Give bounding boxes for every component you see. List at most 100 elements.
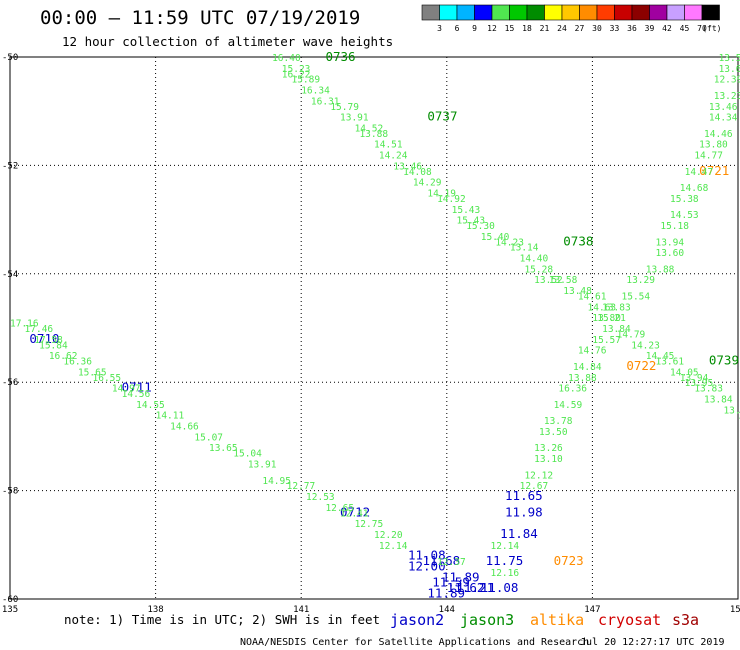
swh-value: 13.78 <box>544 416 573 427</box>
legend-tick-label: 27 <box>575 24 585 33</box>
swh-value: 13.60 <box>655 248 684 259</box>
swh-value: 15.43 <box>452 205 481 216</box>
swh-value: 15.84 <box>39 340 68 351</box>
swh-value: 12.12 <box>524 470 553 481</box>
swh-value: 16.31 <box>311 96 340 107</box>
legend-swatch <box>561 4 580 21</box>
y-tick-label: -58 <box>2 487 18 497</box>
swh-value: 13.58 <box>549 275 578 286</box>
swh-value: 15.40 <box>481 232 510 243</box>
pass-time-label: 11.68 <box>423 553 461 568</box>
swh-value: 13.46 <box>709 102 738 113</box>
swh-value: 14.63 <box>588 302 617 313</box>
legend-unit: (ft) <box>702 24 721 33</box>
swh-value: 13.10 <box>534 454 563 465</box>
swh-value: 13.84 <box>602 324 631 335</box>
swh-value: 13.84 <box>704 394 733 405</box>
y-tick-label: -52 <box>2 161 18 171</box>
swh-value: 14.46 <box>704 129 733 140</box>
chart-subtitle: 12 hour collection of altimeter wave hei… <box>62 34 393 49</box>
swh-value-labels: 07100711071211.0811.6812.0011.8911.5911.… <box>10 49 740 601</box>
legend-tick-label: 39 <box>645 24 655 33</box>
legend-swatch <box>701 4 720 21</box>
swh-value: 14.79 <box>617 329 646 340</box>
satellite-legend: jason2 jason3 altika cryosat s3a <box>390 611 699 629</box>
pass-time-label: 11.75 <box>486 553 524 568</box>
swh-value: 14.95 <box>262 476 291 487</box>
swh-value: 16.22 <box>282 69 311 80</box>
legend-tick-label: 6 <box>455 24 460 33</box>
swh-value: 12.67 <box>520 481 549 492</box>
swh-value: 14.59 <box>554 400 583 411</box>
swh-value: 13.88 <box>359 129 388 140</box>
legend-swatch <box>666 4 685 21</box>
x-tick-label: 141 <box>293 605 309 615</box>
legend-swatch <box>491 4 510 21</box>
swh-value: 14.68 <box>680 183 709 194</box>
swh-value: 15.18 <box>660 221 689 232</box>
y-tick-label: -56 <box>2 378 18 388</box>
legend-swatch <box>596 4 615 21</box>
swh-value: 14.53 <box>670 210 699 221</box>
pass-time-label: 11.89 <box>427 586 465 601</box>
swh-value: 13.26 <box>534 443 563 454</box>
swh-value: 13.61 <box>655 357 684 368</box>
swh-value: 14.51 <box>374 140 403 151</box>
pass-time-label: 0736 <box>325 49 355 64</box>
legend-tick-label: 70 <box>697 24 707 33</box>
swh-value: 14.23 <box>495 237 524 248</box>
swh-value: 16.40 <box>272 53 301 64</box>
swh-value: 17.46 <box>25 324 54 335</box>
legend-swatch <box>474 4 493 21</box>
swh-value: 12.39 <box>714 75 740 86</box>
legend-tick-label: 18 <box>522 24 532 33</box>
pass-time-label: 0723 <box>554 553 584 568</box>
legend-tick-label: 42 <box>662 24 672 33</box>
swh-value: 15.89 <box>291 75 320 86</box>
swh-value: 13.52 <box>534 275 563 286</box>
legend-tick-label: 30 <box>592 24 602 33</box>
swh-value: 12.41 <box>340 508 369 519</box>
swh-value: 12.53 <box>306 492 335 503</box>
legend-tick-label: 33 <box>610 24 620 33</box>
note-text: note: 1) Time is in UTC; 2) SWH is in fe… <box>64 612 380 627</box>
satellite-name: jason3 <box>460 611 514 629</box>
legend-tick-label: 15 <box>505 24 515 33</box>
swh-value: 13.52 <box>719 53 740 64</box>
swh-value: 14.52 <box>355 123 384 134</box>
swh-value: 13.91 <box>248 460 277 471</box>
swh-value: 12.65 <box>325 503 354 514</box>
satellite-name: altika <box>530 611 584 629</box>
legend-tick-label: 45 <box>680 24 690 33</box>
legend-tick-label: 36 <box>627 24 637 33</box>
swh-value: 13.23 <box>714 91 740 102</box>
y-axis-ticks: -50 -52 -54 -56 -58 -60 <box>2 53 18 605</box>
swh-value: 15.21 <box>597 313 626 324</box>
footer-timestamp: Jul 20 12:27:17 UTC 2019 <box>580 637 725 648</box>
swh-value: 13.88 <box>568 373 597 384</box>
swh-value: 15.28 <box>524 264 553 275</box>
swh-value: 12.16 <box>490 568 519 579</box>
swh-value: 14.66 <box>170 422 199 433</box>
chart-title: 00:00 – 11:59 UTC 07/19/2019 <box>40 7 360 29</box>
swh-value: 17.58 <box>34 335 63 346</box>
swh-value: 16.36 <box>558 384 587 395</box>
pass-time-label: 0721 <box>699 163 729 178</box>
x-tick-label: 144 <box>439 605 455 615</box>
swh-value: 14.29 <box>413 178 442 189</box>
pass-time-label: 11.08 <box>481 580 519 595</box>
swh-value: 15.57 <box>592 335 621 346</box>
pass-time-label: 11.84 <box>500 526 538 541</box>
pass-time-label: 0722 <box>626 358 656 373</box>
swh-value: 13.83 <box>602 302 631 313</box>
legend-swatch <box>456 4 475 21</box>
swh-value: 15.38 <box>670 194 699 205</box>
satellite-name: s3a <box>672 611 699 629</box>
swh-value: 13.80 <box>592 313 621 324</box>
swh-value: 14.08 <box>403 167 432 178</box>
footer-credit: NOAA/NESDIS Center for Satellite Applica… <box>240 637 589 648</box>
pass-time-label: 11.65 <box>505 488 543 503</box>
swh-value: 12.20 <box>374 530 403 541</box>
pass-time-label: 0739 <box>709 353 739 368</box>
x-tick-label: 135 <box>2 605 18 615</box>
